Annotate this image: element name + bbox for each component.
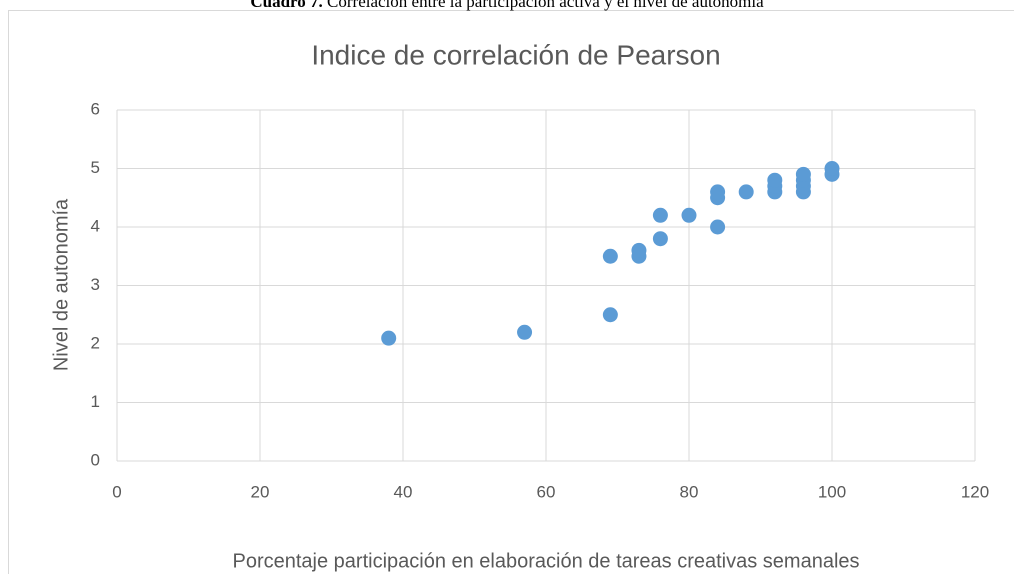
point: [381, 330, 397, 346]
caption-label: Cuadro 7.: [250, 0, 322, 11]
caption-text: Correlación entre la participación activ…: [327, 0, 764, 11]
y-tick-label: 0: [91, 450, 100, 469]
y-tick-label: 3: [91, 275, 100, 294]
point: [824, 161, 840, 176]
point: [602, 248, 618, 264]
point: [710, 184, 726, 200]
point: [795, 166, 811, 182]
y-tick-label: 2: [91, 333, 100, 352]
point: [652, 207, 668, 223]
point: [602, 307, 618, 323]
x-tick-label: 120: [961, 482, 989, 501]
point: [631, 242, 647, 258]
y-axis-label: Nivel de autonomía: [50, 198, 72, 371]
y-tick-label: 5: [91, 158, 100, 177]
x-axis-label: Porcentaje participación en elaboración …: [232, 550, 859, 572]
point: [517, 324, 533, 340]
x-tick-label: 80: [680, 482, 699, 501]
caption: Cuadro 7. Correlación entre la participa…: [250, 0, 764, 11]
x-tick-label: 20: [251, 482, 270, 501]
x-tick-label: 60: [537, 482, 556, 501]
point: [738, 184, 754, 200]
y-tick-label: 1: [91, 392, 100, 411]
point: [681, 207, 697, 223]
x-tick-label: 40: [394, 482, 413, 501]
chart-title: Indice de correlación de Pearson: [311, 39, 720, 70]
chart-frame: [8, 10, 1014, 574]
y-tick-label: 6: [91, 99, 100, 118]
point: [767, 172, 783, 188]
point: [652, 231, 668, 247]
point: [710, 219, 726, 235]
x-tick-label: 0: [112, 482, 121, 501]
y-tick-label: 4: [91, 216, 100, 235]
x-tick-label: 100: [818, 482, 846, 501]
